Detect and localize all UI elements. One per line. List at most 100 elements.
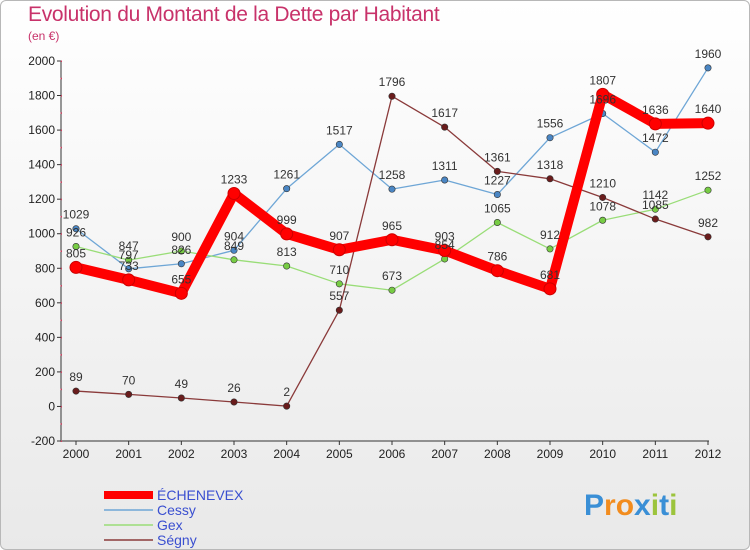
y-tick-label: 1200 xyxy=(28,192,55,206)
x-tick-label: 2011 xyxy=(642,447,668,461)
data-label: 907 xyxy=(329,229,349,243)
data-point xyxy=(335,140,343,148)
y-minor-tick xyxy=(60,60,62,62)
logo-letter: r xyxy=(604,489,616,522)
data-label: 1142 xyxy=(642,188,668,202)
data-point xyxy=(651,205,659,213)
data-label: 982 xyxy=(698,216,718,230)
data-label: 733 xyxy=(119,259,139,273)
y-minor-tick xyxy=(60,129,62,132)
logo-letter: i xyxy=(669,489,678,522)
data-point xyxy=(596,87,610,101)
data-label: 903 xyxy=(435,229,455,243)
data-label: 681 xyxy=(540,268,560,282)
x-tick-label: 2008 xyxy=(484,447,511,461)
data-label: 673 xyxy=(382,269,402,283)
data-point xyxy=(543,282,557,296)
data-point xyxy=(704,233,712,241)
y-minor-tick xyxy=(60,77,62,80)
y-tick-label: 200 xyxy=(35,365,55,379)
y-minor-tick xyxy=(60,336,62,339)
logo-letter: t xyxy=(659,489,670,522)
series-line-échenevex xyxy=(71,89,713,299)
data-point xyxy=(493,191,501,199)
chart-subtitle: (en €) xyxy=(28,29,60,43)
legend-label: Ségny xyxy=(157,532,197,548)
data-point xyxy=(332,243,346,257)
y-tick-label: 0 xyxy=(48,399,55,413)
y-minor-tick xyxy=(60,285,62,287)
data-label: 786 xyxy=(487,250,507,264)
x-tick-label: 2006 xyxy=(379,447,406,461)
data-point xyxy=(125,256,133,264)
data-label: 557 xyxy=(329,289,349,303)
data-label: 1085 xyxy=(642,198,669,212)
logo-letter: x xyxy=(634,489,651,522)
data-point xyxy=(388,92,396,100)
data-label: 1636 xyxy=(642,103,669,117)
data-label: 813 xyxy=(277,245,297,259)
data-label: 1258 xyxy=(379,168,406,182)
data-point xyxy=(599,216,607,224)
data-label: 1617 xyxy=(431,106,458,120)
data-label: 1517 xyxy=(326,123,353,137)
data-point xyxy=(283,185,291,193)
data-point xyxy=(493,219,501,227)
data-label: 710 xyxy=(329,263,349,277)
data-label: 1556 xyxy=(537,117,564,131)
data-label: 912 xyxy=(540,228,560,242)
data-point xyxy=(280,227,294,241)
data-label: 1078 xyxy=(589,199,616,213)
data-point xyxy=(546,175,554,183)
x-tick-label: 2002 xyxy=(168,447,195,461)
y-minor-tick xyxy=(60,371,62,373)
y-tick-label: 600 xyxy=(35,296,55,310)
data-point xyxy=(174,286,188,300)
data-label: 1796 xyxy=(379,75,406,89)
y-tick-label: 1400 xyxy=(28,158,55,172)
data-point xyxy=(441,123,449,131)
data-point xyxy=(441,176,449,184)
chart-title: Evolution du Montant de la Dette par Hab… xyxy=(28,3,440,26)
data-label: 1361 xyxy=(484,150,511,164)
data-label: 826 xyxy=(171,243,191,257)
data-label: 1807 xyxy=(589,73,616,87)
data-point xyxy=(230,256,238,264)
data-point xyxy=(230,398,238,406)
data-point xyxy=(388,185,396,193)
data-label: 1252 xyxy=(695,169,722,183)
data-label: 965 xyxy=(382,219,402,233)
logo-letter: i xyxy=(650,489,660,522)
data-label: 847 xyxy=(119,239,139,253)
x-tick-label: 2005 xyxy=(326,447,353,461)
data-label: 797 xyxy=(119,248,139,262)
y-minor-tick xyxy=(60,215,62,218)
data-point xyxy=(125,265,133,273)
data-label: 70 xyxy=(122,373,136,387)
y-tick-label: 2000 xyxy=(28,54,55,68)
data-label: 854 xyxy=(435,238,455,252)
data-label: 999 xyxy=(277,213,297,227)
data-point xyxy=(125,390,133,398)
y-tick-label: 800 xyxy=(35,261,55,275)
y-minor-tick xyxy=(60,302,62,304)
y-tick-label: 1000 xyxy=(28,227,55,241)
data-point xyxy=(72,225,80,233)
data-point xyxy=(651,148,659,156)
x-tick-label: 2001 xyxy=(115,447,142,461)
data-label: 655 xyxy=(171,272,191,286)
data-point xyxy=(438,243,452,257)
y-minor-tick xyxy=(60,164,62,166)
data-point xyxy=(227,186,241,200)
data-point xyxy=(546,134,554,142)
y-minor-tick xyxy=(60,112,62,114)
data-point xyxy=(335,306,343,314)
data-point xyxy=(704,64,712,72)
y-minor-tick xyxy=(60,440,62,442)
data-point xyxy=(599,193,607,201)
data-label: 2 xyxy=(283,385,290,399)
logo-letter: P xyxy=(584,489,605,522)
data-label: 1029 xyxy=(63,208,90,222)
